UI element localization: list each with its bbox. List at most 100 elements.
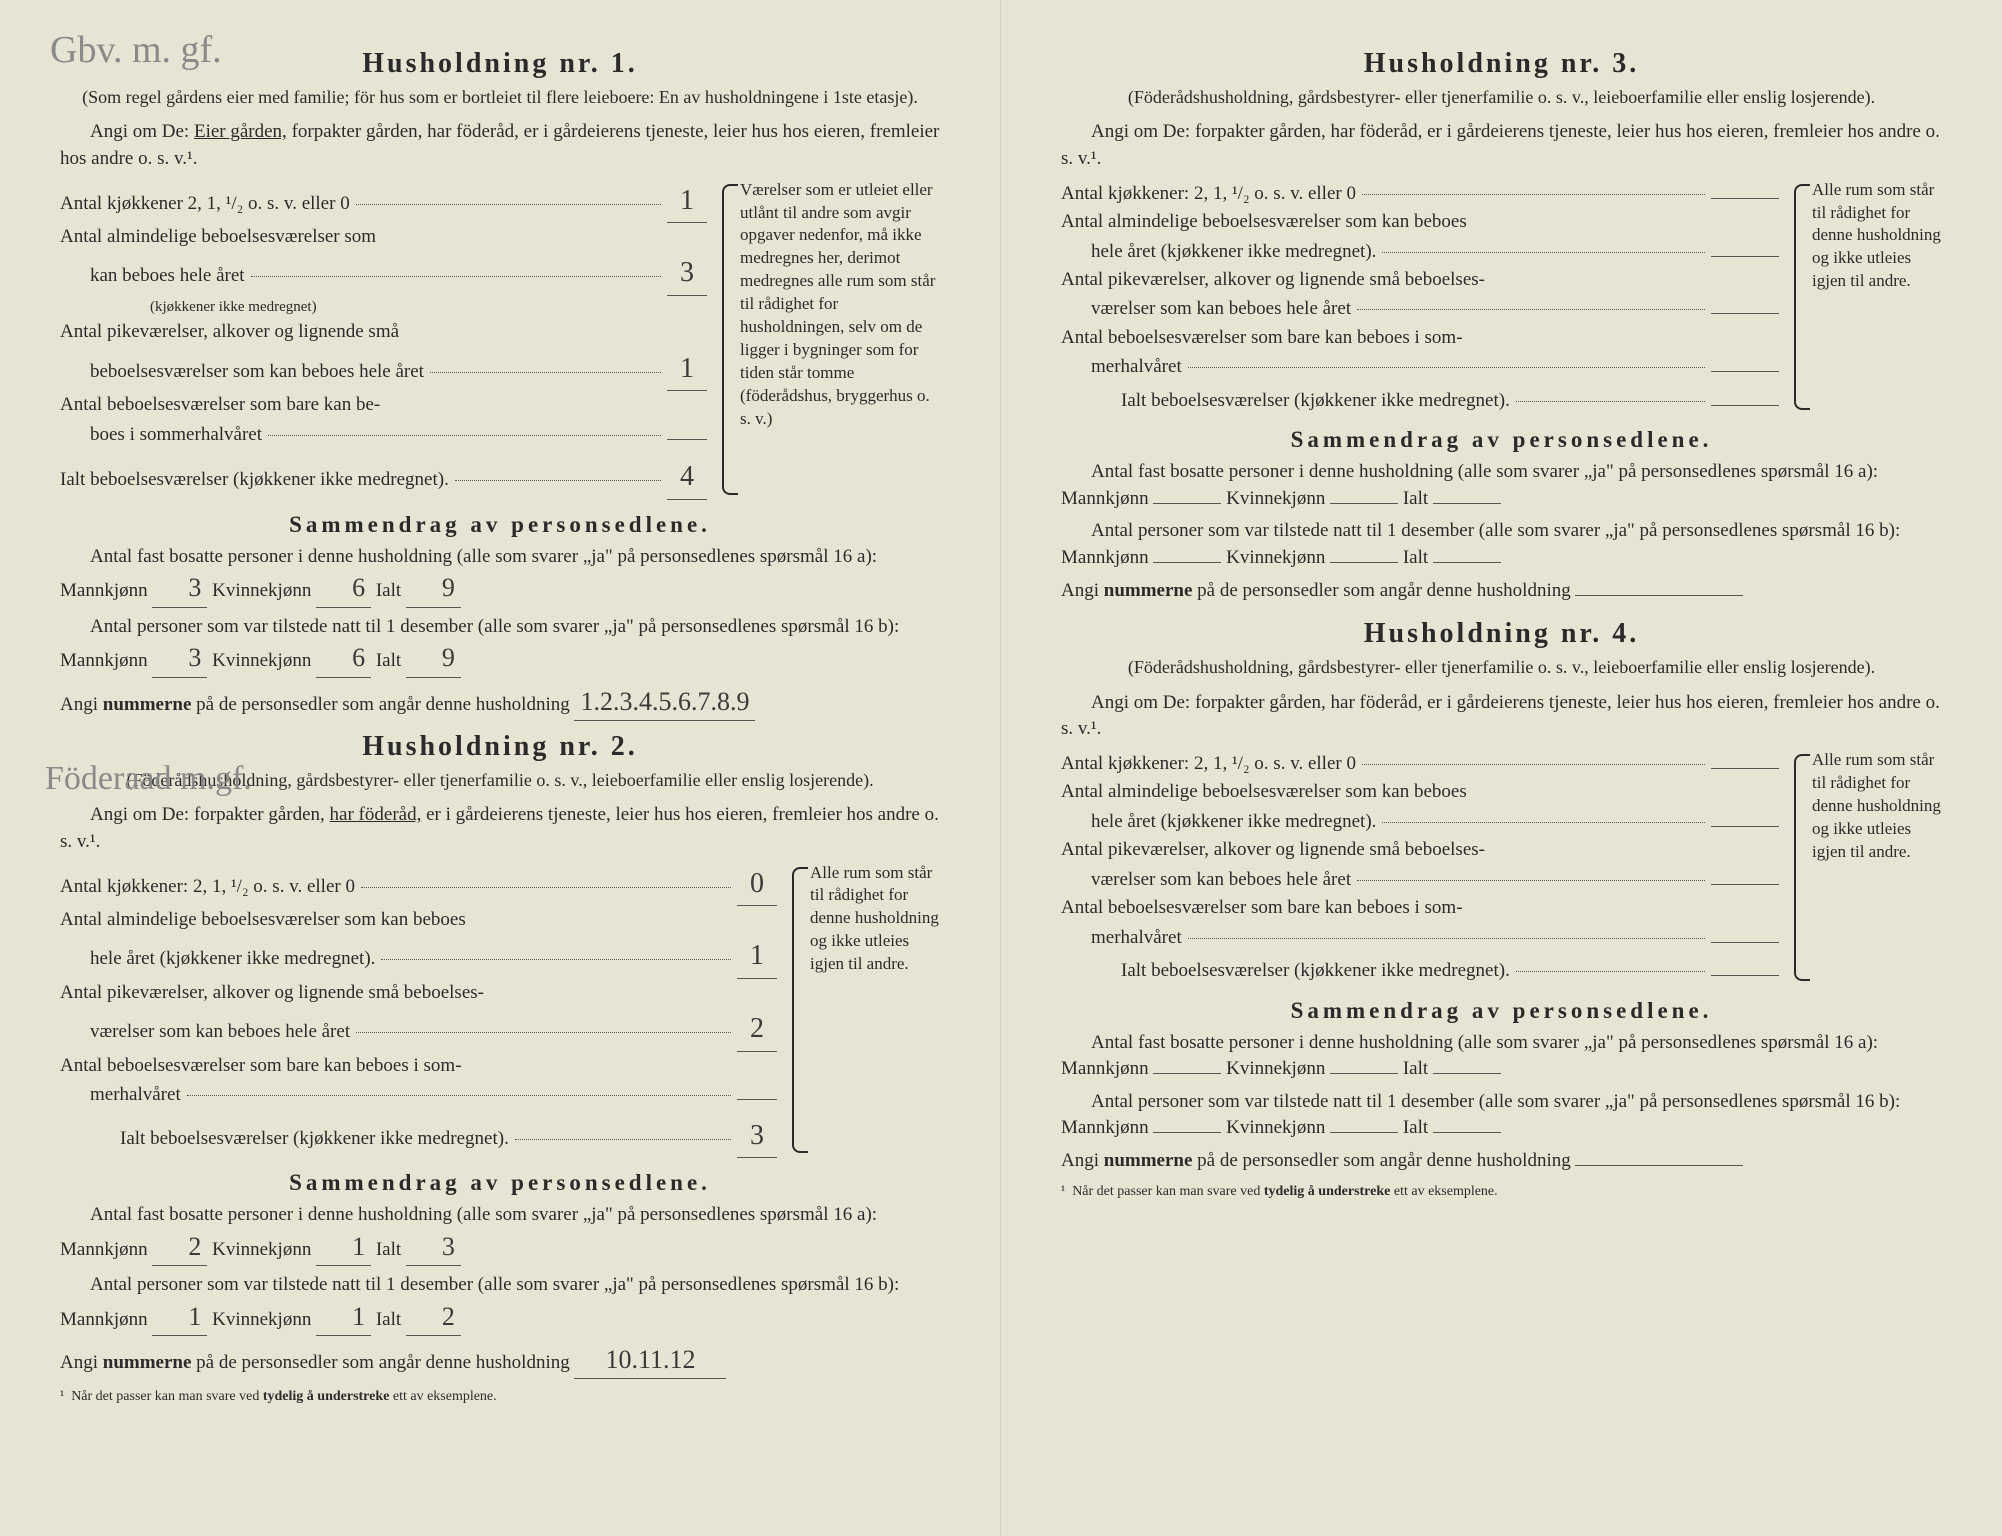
h2-s1-ilbl: Ialt [376,1239,401,1260]
h2-r1: Antal kjøkkener: 2, 1, ¹/₂ o. s. v. elle… [60,862,777,906]
h1-angi-pre: Angi om De: [90,121,194,142]
h1-s1-m: 3 [152,570,207,607]
h4-subtitle: (Föderådshusholdning, gårdsbestyrer- ell… [1061,656,1942,679]
h2-s1-k: 1 [316,1229,371,1266]
h3-r3: Antal pikeværelser, alkover og lignende … [1061,266,1779,324]
h3-r1-val [1711,198,1779,199]
h3-s3-bold: nummerne [1104,580,1193,601]
h1-r2: Antal almindelige beboelsesværelser som … [60,223,707,318]
h2-s1-klbl: Kvinnekjønn [212,1239,311,1260]
h3-s2-ilbl: Ialt [1403,547,1428,568]
h2-r2b: hele året (kjøkkener ikke medregnet). [60,944,375,973]
h3-s3-val [1575,595,1743,596]
h4-rows-block: Antal kjøkkener: 2, 1, ¹/₂ o. s. v. elle… [1061,749,1942,986]
h1-r1-label: Antal kjøkkener 2, 1, ¹/₂ o. s. v. eller… [60,189,350,218]
h3-subtitle: (Föderådshusholdning, gårdsbestyrer- ell… [1061,86,1942,109]
h1-s1-ilbl: Ialt [376,580,401,601]
h2-sidenote: Alle rum som står til rådighet for denne… [792,862,940,1159]
h1-r3a: Antal pikeværelser, alkover og lignende … [60,321,399,342]
h1-angi-ul: Eier gården, [194,121,287,142]
h1-r3: Antal pikeværelser, alkover og lignende … [60,318,707,391]
h3-s1-txt: Antal fast bosatte personer i denne hush… [1061,461,1878,509]
section-h1: Husholdning nr. 1. (Som regel gårdens ei… [60,48,940,721]
h3-rows-block: Antal kjøkkener: 2, 1, ¹/₂ o. s. v. elle… [1061,179,1942,416]
h1-r3b: beboelsesværelser som kan beboes hele år… [60,357,424,386]
h1-r1-val: 1 [667,179,707,223]
h4-r2a: Antal almindelige beboelsesværelser som … [1061,781,1467,802]
h1-s2-klbl: Kvinnekjønn [212,650,311,671]
h4-ialt-val [1711,975,1779,976]
h3-ialt-label: Ialt beboelsesværelser (kjøkkener ikke m… [1121,386,1510,415]
h4-s3-bold: nummerne [1104,1150,1193,1171]
h3-title: Husholdning nr. 3. [1061,48,1942,80]
h4-s2: Antal personer som var tilstede natt til… [1061,1089,1942,1142]
h1-ialt: Ialt beboelsesværelser (kjøkkener ikke m… [60,455,707,499]
h4-s3-val [1575,1165,1743,1166]
h4-s1-k [1330,1073,1398,1074]
h2-r4a: Antal beboelsesværelser som bare kan beb… [60,1055,462,1076]
h2-r2-val: 1 [737,934,777,978]
h2-s2-klbl: Kvinnekjønn [212,1309,311,1330]
h3-s1-k [1330,503,1398,504]
h1-r4: Antal beboelsesværelser som bare kan be-… [60,391,707,449]
h3-r3-val [1711,313,1779,314]
h2-s1-i: 3 [406,1229,461,1266]
h3-r4: Antal beboelsesværelser som bare kan beb… [1061,324,1779,382]
h4-r2-val [1711,826,1779,827]
h3-r4-val [1711,371,1779,372]
h1-ialt-label: Ialt beboelsesværelser (kjøkkener ikke m… [60,465,449,494]
h4-ialt-label: Ialt beboelsesværelser (kjøkkener ikke m… [1121,956,1510,985]
h1-s2-ilbl: Ialt [376,650,401,671]
h4-s1-klbl: Kvinnekjønn [1226,1058,1325,1079]
h2-r4: Antal beboelsesværelser som bare kan beb… [60,1052,777,1110]
h4-s2-k [1330,1132,1398,1133]
h2-s2-k: 1 [316,1299,371,1336]
h3-r2: Antal almindelige beboelsesværelser som … [1061,208,1779,266]
h3-angi: Angi om De: forpakter gården, har föderå… [1061,119,1942,172]
section-h3: Husholdning nr. 3. (Föderådshusholdning,… [1061,48,1942,604]
h4-r2: Antal almindelige beboelsesværelser som … [1061,778,1779,836]
footnote-left: ¹ Når det passer kan man svare ved tydel… [60,1389,940,1405]
h1-summary-title: Sammendrag av personsedlene. [60,512,940,538]
h3-s3: Angi nummerne på de personsedler som ang… [1061,578,1942,605]
h2-ialt-label: Ialt beboelsesværelser (kjøkkener ikke m… [120,1124,509,1153]
h2-s2: Antal personer som var tilstede natt til… [60,1272,940,1336]
h1-s2-i: 9 [406,640,461,677]
h2-r3a: Antal pikeværelser, alkover og lignende … [60,982,484,1003]
h2-r3-val: 2 [737,1007,777,1051]
h2-angi-ul: har föderåd, [330,804,422,825]
h1-r3-val: 1 [667,347,707,391]
h4-s1-ilbl: Ialt [1403,1058,1428,1079]
h2-s2-i: 2 [406,1299,461,1336]
h4-angi: Angi om De: forpakter gården, har föderå… [1061,690,1942,743]
h4-r4-val [1711,942,1779,943]
h3-r1-label: Antal kjøkkener: 2, 1, ¹/₂ o. s. v. elle… [1061,179,1356,208]
h3-r4a: Antal beboelsesværelser som bare kan beb… [1061,327,1463,348]
h1-s2-k: 6 [316,640,371,677]
h2-rows-block: Antal kjøkkener: 2, 1, ¹/₂ o. s. v. elle… [60,862,940,1159]
h4-summary-title: Sammendrag av personsedlene. [1061,998,1942,1024]
h4-r2b: hele året (kjøkkener ikke medregnet). [1061,807,1376,836]
h1-s2: Antal personer som var tilstede natt til… [60,614,940,678]
h1-r1: Antal kjøkkener 2, 1, ¹/₂ o. s. v. eller… [60,179,707,223]
h4-s3: Angi nummerne på de personsedler som ang… [1061,1148,1942,1175]
h4-s2-klbl: Kvinnekjønn [1226,1117,1325,1138]
h1-ialt-val: 4 [667,455,707,499]
h3-sidenote: Alle rum som står til rådighet for denne… [1794,179,1942,416]
h2-r3b: værelser som kan beboes hele året [60,1017,350,1046]
section-h2: Husholdning nr. 2. (Föderådshusholdning,… [60,731,940,1405]
h3-s2-m [1153,562,1221,563]
handwriting-2: Föderaad m.gf. [45,760,252,798]
right-page: Husholdning nr. 3. (Föderådshusholdning,… [1001,0,2002,1536]
h4-r3b: værelser som kan beboes hele året [1061,865,1351,894]
h2-title: Husholdning nr. 2. [60,731,940,763]
footnote-right: ¹ Når det passer kan man svare ved tydel… [1061,1184,1942,1200]
h3-s2-k [1330,562,1398,563]
h3-summary-title: Sammendrag av personsedlene. [1061,427,1942,453]
h2-r1-val: 0 [737,862,777,906]
h2-r1-label: Antal kjøkkener: 2, 1, ¹/₂ o. s. v. elle… [60,872,355,901]
h2-angi: Angi om De: forpakter gården, har föderå… [60,802,940,855]
h4-s2-ilbl: Ialt [1403,1117,1428,1138]
h4-r3a: Antal pikeværelser, alkover og lignende … [1061,839,1485,860]
h4-r1: Antal kjøkkener: 2, 1, ¹/₂ o. s. v. elle… [1061,749,1779,778]
